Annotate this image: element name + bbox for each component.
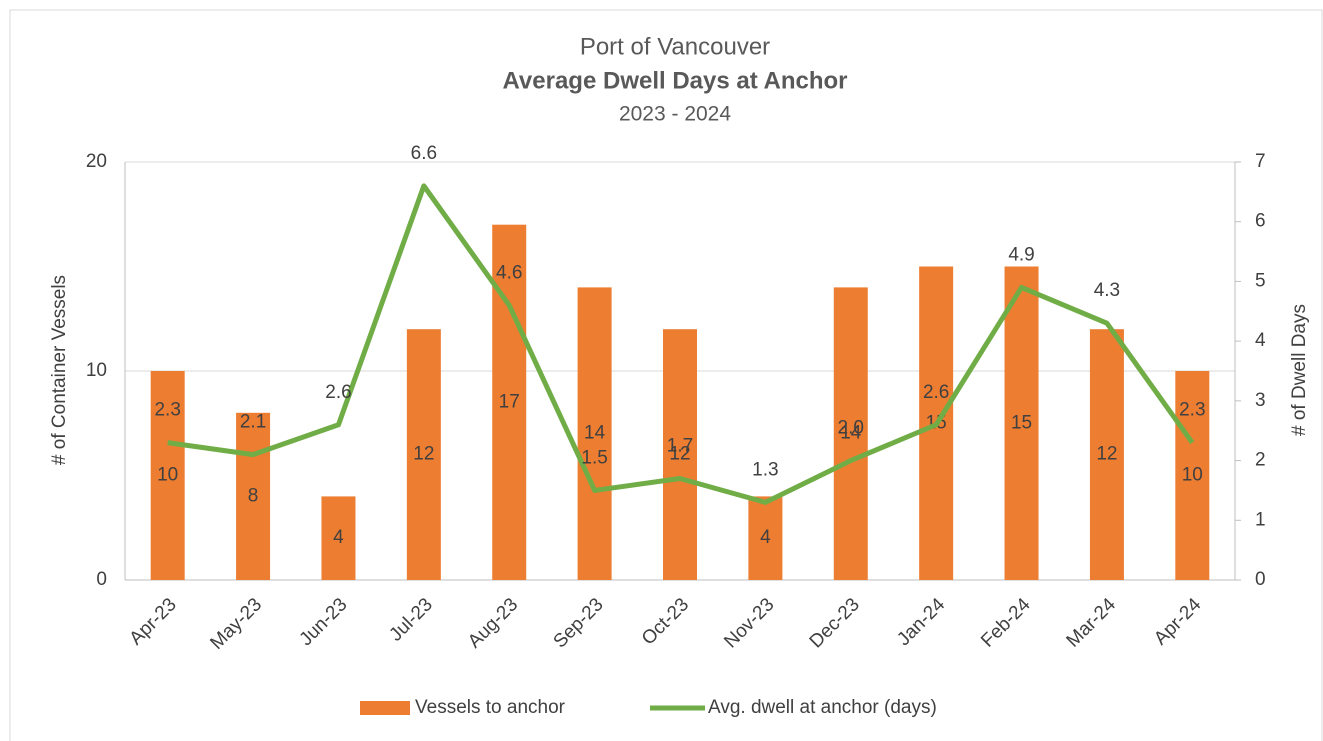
y-axis-title: # of Container Vessels xyxy=(49,275,70,465)
data-label: 14 xyxy=(840,423,862,444)
chart-border xyxy=(9,9,1323,741)
chart-subtitle: Average Dwell Days at Anchor xyxy=(502,67,847,94)
bar xyxy=(150,371,185,580)
y2-axis-title: # of Dwell Days xyxy=(1289,304,1310,436)
x-tick-label: Jun-23 xyxy=(296,594,352,650)
y2-tick-label: 7 xyxy=(1255,151,1266,172)
data-label: 1.3 xyxy=(752,459,778,480)
bar xyxy=(748,496,783,580)
legend-swatch xyxy=(360,701,410,715)
y2-tick-label: 1 xyxy=(1255,509,1266,530)
bar xyxy=(236,412,271,580)
x-tick-label: May-23 xyxy=(207,594,267,654)
data-label: 2.3 xyxy=(154,400,180,421)
data-label: 2.0 xyxy=(838,418,864,439)
bar xyxy=(321,496,356,580)
x-tick-label: Feb-24 xyxy=(977,594,1035,652)
data-label: 4.3 xyxy=(1094,280,1120,301)
x-tick-label: Oct-23 xyxy=(638,594,693,649)
data-label: 1.5 xyxy=(581,447,607,468)
y2-tick-label: 5 xyxy=(1255,270,1266,291)
data-label: 10 xyxy=(157,465,178,486)
data-label: 2.6 xyxy=(923,382,949,403)
bar xyxy=(833,287,868,580)
data-label: 4 xyxy=(760,527,771,548)
bar xyxy=(1004,266,1039,580)
y-tick-label: 0 xyxy=(96,569,107,590)
data-label: 15 xyxy=(1011,412,1032,433)
legend-label: Avg. dwell at anchor (days) xyxy=(708,697,937,718)
data-label: 1.7 xyxy=(667,436,693,457)
x-tick-label: Mar-24 xyxy=(1063,594,1121,652)
x-tick-label: Aug-23 xyxy=(464,594,522,652)
x-tick-label: Jul-23 xyxy=(385,594,436,645)
bar xyxy=(406,329,441,580)
x-tick-label: Apr-23 xyxy=(126,594,181,649)
y2-tick-label: 0 xyxy=(1255,569,1266,590)
y2-tick-label: 2 xyxy=(1255,450,1266,471)
bar xyxy=(1089,329,1124,580)
y2-tick-label: 4 xyxy=(1255,330,1266,351)
bar xyxy=(577,287,612,580)
data-label: 2.1 xyxy=(240,412,266,433)
data-label: 2.3 xyxy=(1179,400,1205,421)
data-label: 2.6 xyxy=(325,382,351,403)
x-tick-label: Jan-24 xyxy=(893,594,949,650)
data-label: 4 xyxy=(333,527,344,548)
y2-tick-label: 3 xyxy=(1255,390,1266,411)
data-label: 6.6 xyxy=(411,143,437,164)
data-label: 4.6 xyxy=(496,262,522,283)
bar xyxy=(492,224,527,580)
chart-subtitle: 2023 - 2024 xyxy=(619,103,731,126)
y-tick-label: 10 xyxy=(86,360,107,381)
x-tick-label: Nov-23 xyxy=(720,594,778,652)
data-label: 14 xyxy=(584,423,606,444)
x-tick-label: Dec-23 xyxy=(806,594,864,652)
bar xyxy=(663,329,697,580)
data-label: 12 xyxy=(1096,444,1117,465)
y-tick-label: 20 xyxy=(86,151,107,172)
x-tick-label: Apr-24 xyxy=(1150,594,1205,649)
x-tick-label: Sep-23 xyxy=(550,594,608,652)
data-label: 8 xyxy=(248,485,259,506)
line xyxy=(167,183,1195,505)
data-label: 10 xyxy=(1182,465,1203,486)
data-label: 12 xyxy=(413,444,434,465)
data-label: 4.9 xyxy=(1008,244,1034,265)
chart-title: Port of Vancouver xyxy=(580,33,770,60)
data-label: 12 xyxy=(669,444,690,465)
legend-label: Vessels to anchor xyxy=(415,697,566,718)
bar xyxy=(1175,371,1210,580)
data-label: 17 xyxy=(499,391,520,412)
y2-tick-label: 6 xyxy=(1255,211,1266,232)
